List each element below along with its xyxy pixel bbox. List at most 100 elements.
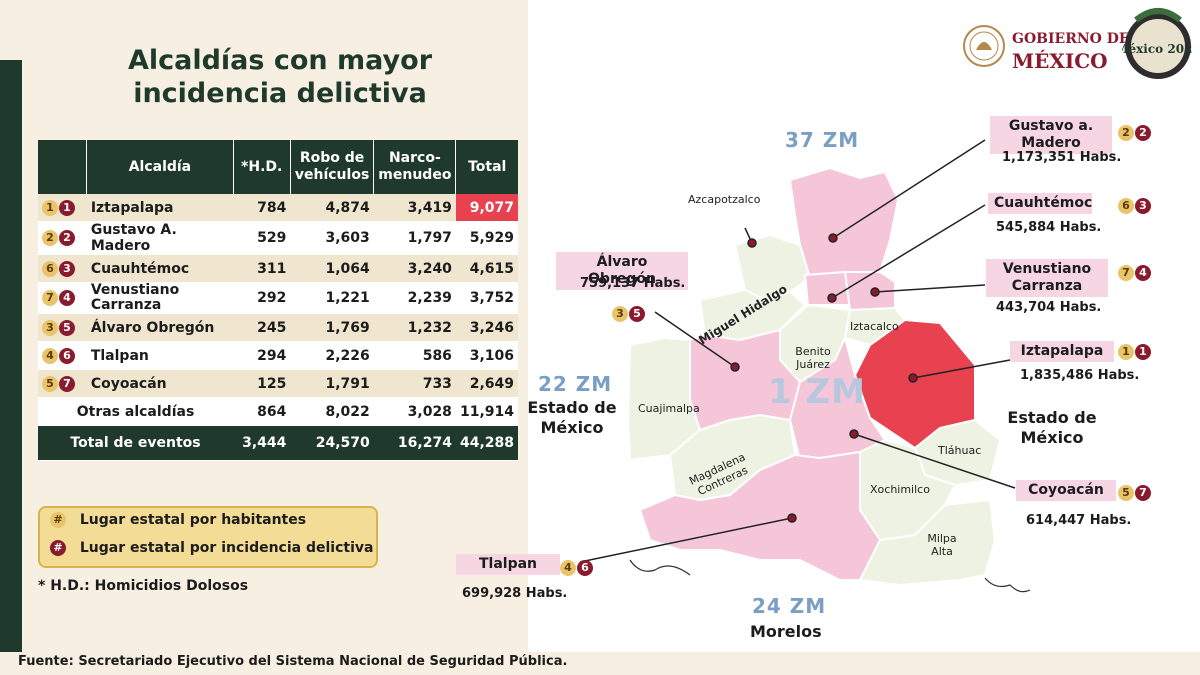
label-morelos: Morelos [750,622,822,641]
habs-coyoacan: 614,447 Habs. [1026,513,1132,528]
legend-hab-label: Lugar estatal por habitantes [79,512,307,528]
hab-rank-badge: 4 [560,559,576,576]
inc-rank-badge: 3 [1135,197,1151,214]
label-tlahuac: Tláhuac [938,444,982,457]
callout-venustiano-carranza: Venustiano Carranza [986,259,1108,297]
row-narco: 1,232 [373,313,456,342]
habs-venustiano-carranza: 443,704 Habs. [996,300,1102,315]
label-estado-de-mexico-east: Estado de México [1007,408,1097,447]
legend-inc-badge: # [50,540,66,556]
others-hd: 864 [233,397,291,426]
zm-south: 24 ZM [752,594,827,618]
marker-iztapalapa [908,373,918,383]
rank-header [38,140,88,194]
callout-gustavo-a-madero: Gustavo a. Madero [990,116,1112,154]
totals-row: Total de eventos 3,444 24,570 16,274 44,… [38,425,518,461]
label-xochimilco: Xochimilco [870,483,930,496]
hab-rank-badge: 2 [42,230,58,246]
habs-tlalpan: 699,928 Habs. [462,586,568,601]
source-note: Fuente: Secretariado Ejecutivo del Siste… [18,654,568,669]
hab-rank-badge: 7 [1118,264,1134,281]
district-cuauhtemoc [803,270,852,306]
inc-rank-badge: 4 [1135,264,1151,281]
others-name: Otras alcaldías [38,397,234,426]
callout-iztapalapa: Iztapalapa [1010,341,1114,362]
inc-rank-badge: 1 [59,199,75,216]
marker-tlalpan [787,513,797,523]
label-iztacalco: Iztacalco [850,320,899,333]
label-estado-de-mexico-west: Estado de México [527,398,617,437]
row-narco: 2,239 [373,282,456,314]
row-hd: 245 [233,313,291,342]
header-alcaldia: Alcaldía [86,140,234,194]
row-robo: 2,226 [290,341,374,370]
zm-west: 22 ZM [538,372,613,396]
legend-hab-badge: # [50,512,66,528]
totals-hd: 3,444 [233,425,291,461]
state-border [984,577,1031,593]
row-robo: 1,221 [290,282,374,314]
inc-rank-badge: 5 [629,305,645,322]
hab-rank-badge: 7 [42,290,58,306]
marker-coyoacan [849,429,859,439]
district-tlalpan [638,450,882,581]
footnote: * H.D.: Homicidios Dolosos [38,578,249,594]
row-name: Cuauhtémoc [86,254,234,283]
row-hd: 125 [233,369,291,398]
row-hd: 784 [233,194,291,222]
row-total: 5,929 [455,221,518,255]
callout-alvaro-obregon: Álvaro Obregón [556,252,688,290]
totals-total: 44,288 [455,425,518,461]
callout-cuauhtemoc: Cuauhtémoc [988,193,1092,214]
row-hd: 311 [233,254,291,283]
hab-rank-badge: 1 [42,199,58,216]
habs-alvaro-obregon: 759,137 Habs. [580,276,686,291]
zm-north: 37 ZM [785,128,860,152]
hab-rank-badge: 6 [42,260,58,277]
hab-rank-badge: 2 [1118,124,1134,141]
crime-table: Alcaldía *H.D. Robo de vehículos Narco-m… [38,140,518,461]
header-robo: Robo de vehículos [290,140,375,194]
habs-iztapalapa: 1,835,486 Habs. [1020,368,1140,383]
row-narco: 586 [373,341,456,370]
row-total: 3,106 [455,341,518,370]
page-title: Alcaldías con mayor incidencia delictiva [127,45,433,109]
coat-of-arms-icon [963,25,1005,67]
legend-inc-label: Lugar estatal por incidencia delictiva [79,540,374,556]
row-narco: 3,240 [373,254,456,283]
inc-rank-badge: 6 [577,559,593,576]
hab-rank-badge: 5 [42,375,58,392]
hab-rank-badge: 1 [1118,343,1134,360]
others-total: 11,914 [455,397,518,426]
hab-rank-badge: 6 [1118,197,1134,214]
inc-rank-badge: 7 [1135,484,1151,501]
inc-rank-badge: 4 [59,290,75,306]
row-hd: 529 [233,221,291,255]
hab-rank-badge: 4 [42,347,58,364]
callout-coyoacan: Coyoacán [1016,480,1116,501]
decorative-stripe [0,60,22,660]
totals-robo: 24,570 [290,425,374,461]
marker-cuauhtemoc [827,293,837,303]
logo-text: México 2021 [1122,42,1194,56]
row-total: 3,752 [455,282,518,314]
gov-line1: GOBIERNO DE [1012,31,1130,47]
hab-rank-badge: 5 [1118,484,1134,501]
marker-gustavo-a-madero [828,233,838,243]
label-cuajimalpa: Cuajimalpa [638,402,700,415]
row-robo: 1,769 [290,313,374,342]
legend: # Lugar estatal por habitantes # Lugar e… [38,506,378,568]
hab-rank-badge: 3 [42,319,58,336]
gov-line2: MÉXICO [1012,49,1108,73]
inc-rank-badge: 2 [59,230,75,246]
district-milpa-alta [858,498,997,587]
